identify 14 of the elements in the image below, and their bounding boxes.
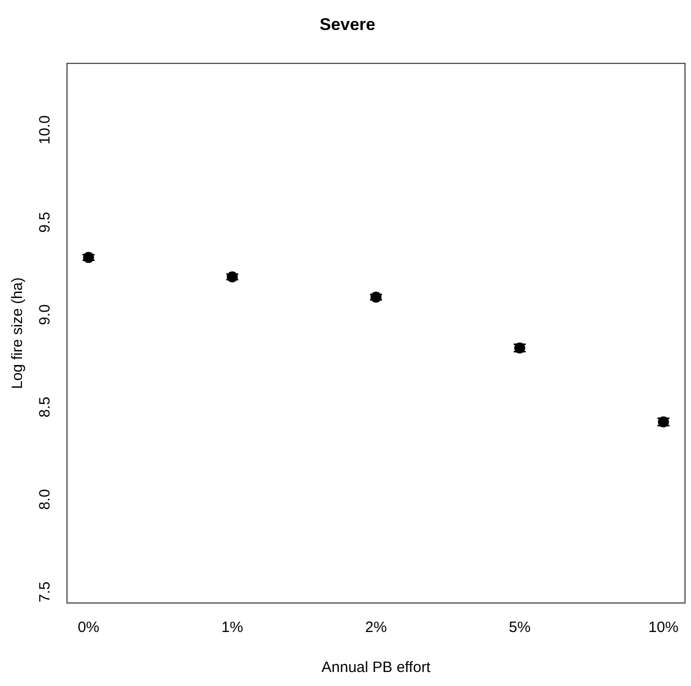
x-tick-label: 2%	[365, 619, 387, 636]
x-tick-label: 5%	[508, 619, 531, 636]
y-tick-label: 9.0	[36, 304, 54, 326]
chart-title: Severe	[320, 14, 376, 34]
y-tick-label: 9.5	[36, 212, 54, 233]
y-tick-label: 7.5	[36, 581, 54, 602]
x-tick-label: 0%	[78, 619, 100, 636]
y-tick-label: 8.0	[36, 489, 54, 510]
y-tick-label: 10.0	[36, 115, 54, 145]
x-axis-title: Annual PB effort	[322, 659, 432, 676]
x-tick-label: 1%	[221, 619, 244, 636]
y-tick-label: 8.5	[36, 396, 54, 418]
y-axis-title: Log fire size (ha)	[9, 277, 26, 390]
x-tick-label: 10%	[648, 619, 678, 636]
